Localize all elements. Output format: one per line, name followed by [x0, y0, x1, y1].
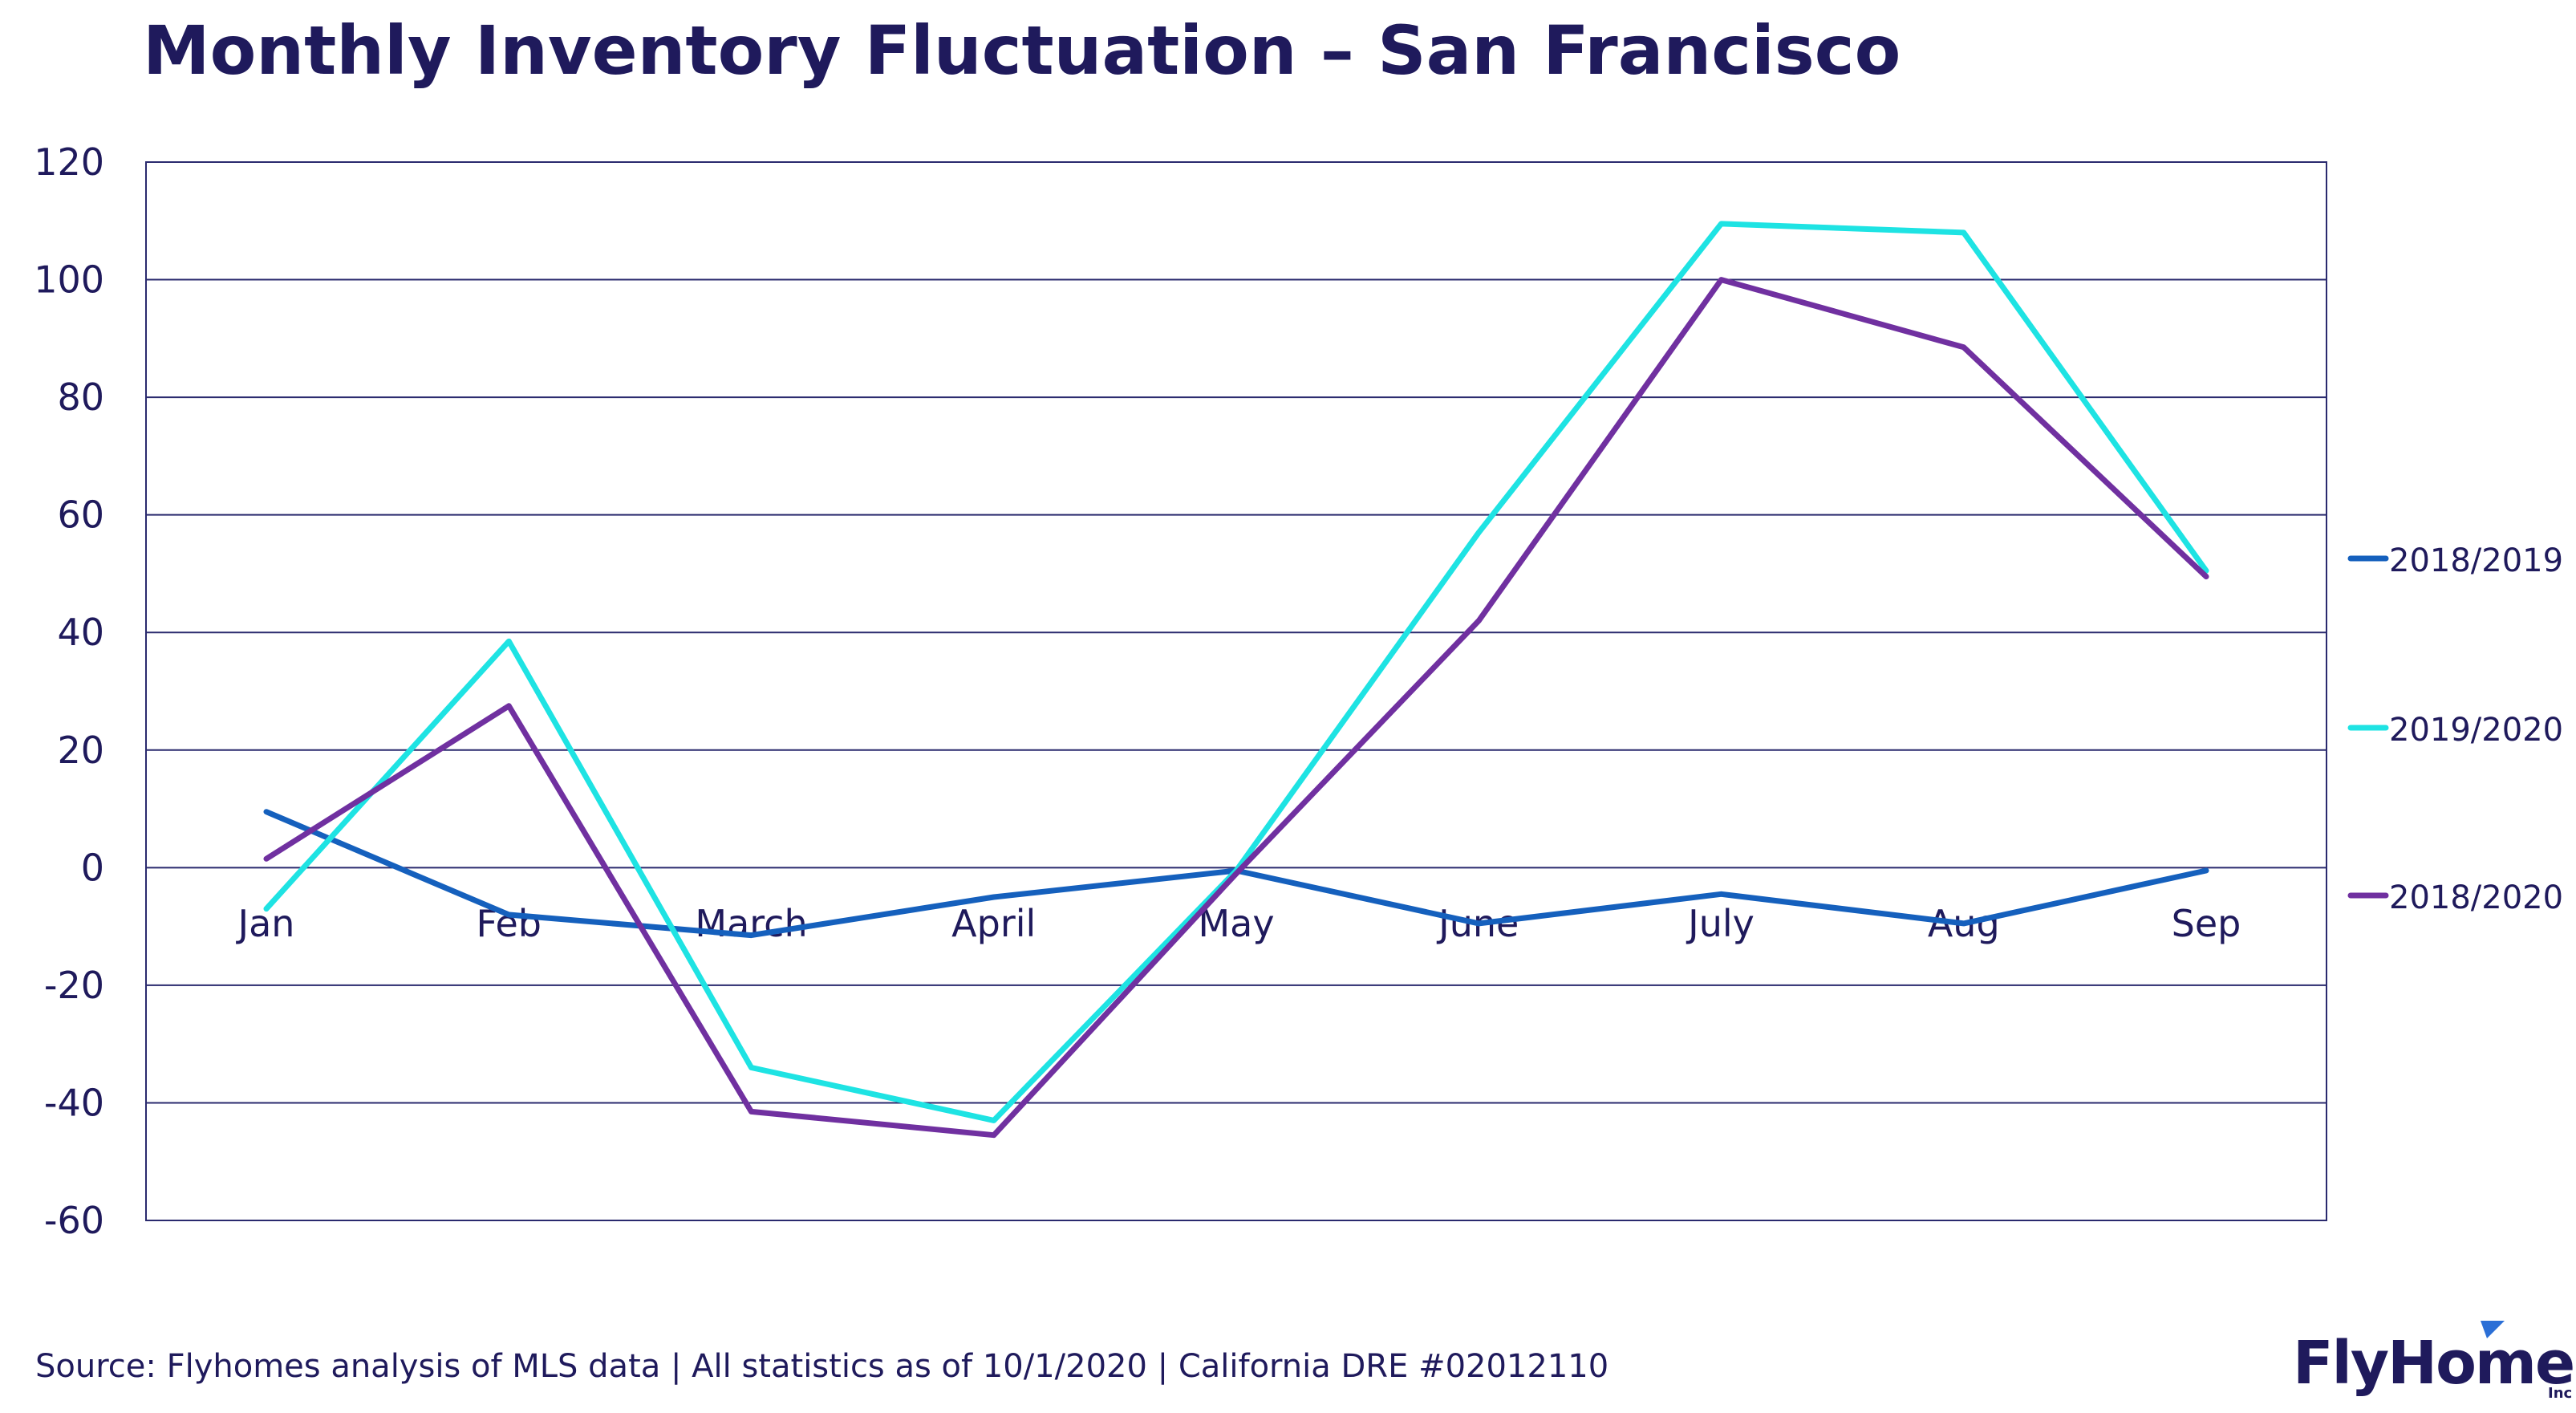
x-tick-label: Sep [2172, 902, 2241, 945]
x-tick-label: May [1198, 902, 1274, 945]
gridlines [146, 161, 2327, 1221]
legend-item-2019-2020: 2019/2020 [2347, 712, 2563, 749]
legend-item-2018-2020: 2018/2020 [2347, 879, 2563, 916]
x-tick-label: April [951, 902, 1036, 945]
y-tick-label: -60 [44, 1199, 104, 1242]
brand-wordmark: FlyHomes [2293, 1329, 2576, 1398]
legend-item-2018-2019: 2018/2019 [2347, 542, 2563, 579]
y-axis-ticks: 120 100 80 60 40 20 0 -20 -40 -60 [34, 140, 104, 1242]
brand-arrow-icon [2481, 1321, 2505, 1338]
y-tick-label: 120 [34, 140, 104, 184]
x-tick-label: March [695, 902, 807, 945]
y-tick-label: -40 [44, 1081, 104, 1124]
y-tick-label: 60 [57, 493, 104, 537]
y-tick-label: -20 [44, 964, 104, 1007]
series-line-2018-2020 [263, 277, 2209, 1139]
brand-suffix: Inc [2548, 1385, 2573, 1402]
legend-label: 2018/2020 [2389, 879, 2563, 916]
legend-label: 2018/2019 [2389, 542, 2563, 579]
x-tick-label: July [1686, 902, 1755, 945]
flyhomes-logo: FlyHomes Inc [2293, 1314, 2576, 1403]
y-tick-label: 40 [57, 611, 104, 654]
x-tick-label: Feb [477, 902, 542, 945]
chart-title: Monthly Inventory Fluctuation – San Fran… [143, 11, 1901, 90]
y-tick-label: 0 [81, 846, 104, 889]
series-lines [263, 221, 2209, 1139]
y-tick-label: 100 [34, 258, 104, 302]
source-note: Source: Flyhomes analysis of MLS data | … [35, 1348, 1609, 1385]
legend: 2018/2019 2019/2020 2018/2020 [2347, 542, 2563, 916]
plot-area-frame [145, 161, 2327, 1221]
y-tick-label: 80 [57, 376, 104, 419]
x-axis-ticks: Jan Feb March April May June July Aug Sep [236, 902, 2241, 945]
legend-label: 2019/2020 [2389, 712, 2563, 749]
y-tick-label: 20 [57, 729, 104, 772]
